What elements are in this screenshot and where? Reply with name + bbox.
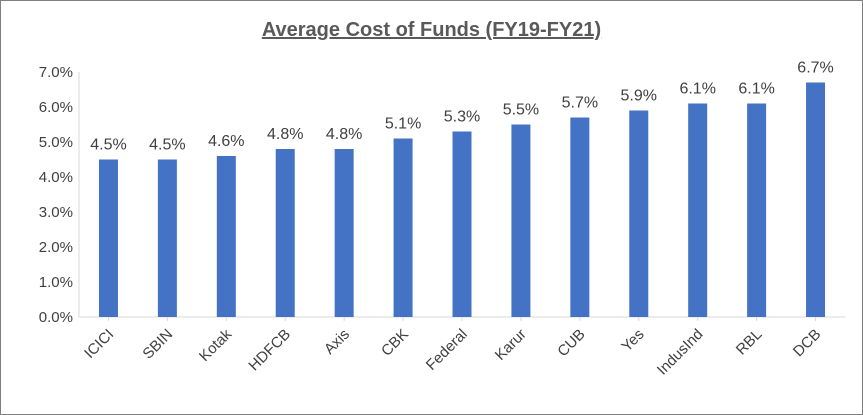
bar-axis	[334, 149, 354, 317]
bar-federal	[452, 131, 472, 317]
data-label: 4.5%	[149, 137, 185, 154]
x-category-label: Yes	[618, 326, 647, 355]
y-tick-label: 7.0%	[39, 64, 73, 81]
y-tick-label: 6.0%	[39, 99, 73, 116]
x-category-label: Karur	[492, 326, 530, 364]
x-category-label: ICICI	[81, 326, 117, 362]
data-label: 4.8%	[267, 126, 303, 143]
chart-title: Average Cost of Funds (FY19-FY21)	[261, 19, 602, 41]
data-label: 5.7%	[562, 95, 598, 112]
x-category-label: HDFCB	[246, 326, 295, 375]
x-category-label: Axis	[321, 326, 353, 358]
y-tick-label: 2.0%	[39, 239, 73, 256]
data-label: 5.1%	[385, 116, 421, 133]
x-category-label: SBIN	[139, 326, 176, 363]
bar-dcb	[806, 82, 826, 317]
y-tick-label: 4.0%	[39, 169, 73, 186]
data-label: 6.7%	[797, 60, 833, 77]
bar-cbk	[393, 138, 413, 317]
bar-cub	[570, 117, 590, 317]
data-label: 4.5%	[90, 137, 126, 154]
y-tick-label: 3.0%	[39, 204, 73, 221]
data-label: 5.5%	[503, 102, 539, 119]
bar-karur	[511, 124, 531, 317]
bar-rbl	[747, 103, 767, 317]
bar-kotak	[216, 156, 236, 317]
y-tick-label: 5.0%	[39, 134, 73, 151]
y-tick-label: 1.0%	[39, 274, 73, 291]
bar-hdfcb	[275, 149, 295, 317]
bar-sbin	[157, 159, 177, 317]
data-label: 6.1%	[738, 81, 774, 98]
data-label: 4.8%	[326, 126, 362, 143]
bar-indusind	[688, 103, 708, 317]
data-label: 5.9%	[621, 88, 657, 105]
bar-icici	[98, 159, 118, 317]
data-label: 5.3%	[444, 109, 480, 126]
x-category-label: RBL	[733, 326, 766, 359]
y-tick-label: 0.0%	[39, 309, 73, 326]
x-category-label: DCB	[790, 326, 824, 360]
data-label: 4.6%	[208, 133, 244, 150]
x-category-label: Federal	[423, 326, 471, 374]
x-category-label: IndusInd	[654, 326, 707, 379]
data-label: 6.1%	[679, 81, 715, 98]
x-category-label: Kotak	[196, 325, 235, 364]
bar-yes	[629, 110, 649, 317]
x-category-label: CBK	[378, 326, 412, 360]
x-category-label: CUB	[554, 326, 588, 360]
